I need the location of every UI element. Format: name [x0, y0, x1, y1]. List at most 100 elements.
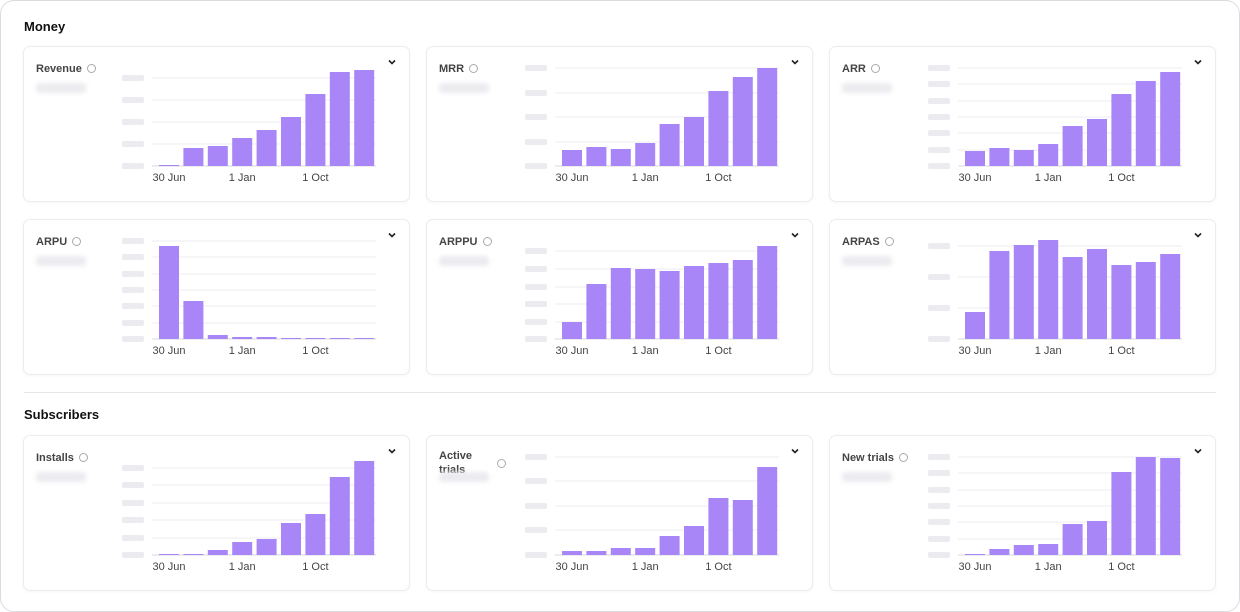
x-tick-label: 30 Jun	[152, 345, 185, 357]
bar	[305, 94, 326, 166]
blurred-tick-label	[928, 98, 950, 104]
bar	[610, 548, 631, 555]
bar	[1087, 249, 1107, 339]
bar	[757, 467, 778, 555]
dropdown-chevron[interactable]	[790, 230, 800, 240]
blurred-value	[439, 256, 489, 266]
x-tick-label: 1 Jan	[1035, 172, 1062, 184]
chart: 30 Jun 1 Jan 1 Oct	[525, 65, 779, 184]
dropdown-chevron[interactable]	[790, 446, 800, 456]
blurred-tick-label	[122, 287, 144, 293]
card-title: Revenue	[36, 63, 82, 75]
bar	[1160, 254, 1181, 339]
metric-card: Active trials 30 Jun 1 Jan 1 Oct	[427, 436, 812, 590]
blurred-tick-label	[122, 517, 144, 523]
blurred-value	[842, 256, 892, 266]
chevron-icon	[791, 59, 799, 65]
bar	[586, 147, 607, 166]
x-tick-label: 1 Oct	[302, 561, 328, 573]
bar	[732, 500, 753, 555]
bar	[732, 77, 753, 166]
blurred-tick-label	[122, 141, 144, 147]
blurred-tick-label	[525, 139, 547, 145]
bar	[281, 117, 301, 166]
x-tick-label: 1 Oct	[302, 172, 328, 184]
blurred-tick-label	[928, 487, 950, 493]
x-tick-label: 30 Jun	[958, 172, 991, 184]
bar	[965, 554, 985, 555]
blurred-tick-label	[928, 536, 950, 542]
x-tick-label: 1 Jan	[632, 561, 659, 573]
blurred-value	[36, 472, 86, 482]
bar	[965, 151, 985, 166]
bar	[183, 148, 204, 166]
x-tick-label: 1 Oct	[705, 172, 731, 184]
bar	[635, 548, 656, 555]
bar	[1013, 245, 1034, 339]
dropdown-chevron[interactable]	[387, 446, 397, 456]
x-tick-label: 30 Jun	[958, 345, 991, 357]
bar	[1062, 257, 1083, 339]
card-title: ARPU	[36, 236, 68, 248]
bar	[1160, 72, 1181, 166]
metric-card: ARR 30 Jun 1 Jan 1 Oct	[830, 47, 1215, 201]
blurred-tick-label	[928, 470, 950, 476]
bar	[732, 260, 753, 339]
chart: 30 Jun 1 Jan 1 Oct	[525, 454, 779, 573]
dropdown-chevron[interactable]	[1193, 57, 1203, 67]
metric-card: ARPAS 30 Jun 1 Jan 1 Oct	[830, 220, 1215, 374]
dropdown-chevron[interactable]	[387, 230, 397, 240]
blurred-value	[439, 83, 489, 93]
chart: 30 Jun 1 Jan 1 Oct	[122, 461, 376, 573]
bar	[329, 338, 350, 339]
chart: 30 Jun 1 Jan 1 Oct	[928, 240, 1182, 357]
blurred-tick-label	[928, 274, 950, 280]
x-tick-label: 1 Jan	[632, 345, 659, 357]
bar	[1160, 458, 1181, 555]
blurred-tick-label	[122, 535, 144, 541]
blurred-tick-label	[928, 163, 950, 169]
blurred-tick-label	[525, 503, 547, 509]
dropdown-chevron[interactable]	[1193, 446, 1203, 456]
chevron-icon	[1194, 232, 1202, 238]
dropdown-chevron[interactable]	[387, 57, 397, 67]
bar	[1087, 521, 1107, 555]
bar	[281, 338, 301, 339]
bar	[684, 117, 704, 166]
blurred-tick-label	[122, 482, 144, 488]
bar	[610, 149, 631, 166]
chart: 30 Jun 1 Jan 1 Oct	[525, 246, 779, 357]
blurred-tick-label	[525, 114, 547, 120]
blurred-tick-label	[928, 519, 950, 525]
bar	[1135, 81, 1156, 166]
x-tick-label: 1 Jan	[632, 172, 659, 184]
bar	[1135, 262, 1156, 339]
blurred-tick-label	[122, 320, 144, 326]
blurred-value	[842, 472, 892, 482]
bar	[354, 461, 375, 555]
bar	[232, 542, 253, 555]
chevron-icon	[791, 448, 799, 454]
blurred-tick-label	[928, 454, 950, 460]
card-title: Installs	[36, 452, 74, 464]
x-tick-label: 30 Jun	[555, 172, 588, 184]
chart: 30 Jun 1 Jan 1 Oct	[928, 454, 1182, 573]
bar	[1111, 265, 1132, 339]
bar	[207, 550, 228, 555]
dropdown-chevron[interactable]	[1193, 230, 1203, 240]
card-title: ARR	[842, 63, 866, 75]
dropdown-chevron[interactable]	[790, 57, 800, 67]
blurred-tick-label	[525, 552, 547, 558]
bar	[684, 266, 704, 339]
metric-card: ARPU 30 Jun 1 Jan 1 Oct	[24, 220, 409, 374]
bar	[232, 337, 253, 339]
blurred-value	[439, 472, 489, 482]
help-icon	[86, 64, 96, 73]
bar	[1062, 126, 1083, 166]
blurred-tick-label	[525, 163, 547, 169]
x-tick-label: 1 Oct	[1108, 345, 1134, 357]
bar	[562, 322, 582, 339]
card-title: New trials	[842, 452, 894, 464]
chevron-icon	[1194, 448, 1202, 454]
